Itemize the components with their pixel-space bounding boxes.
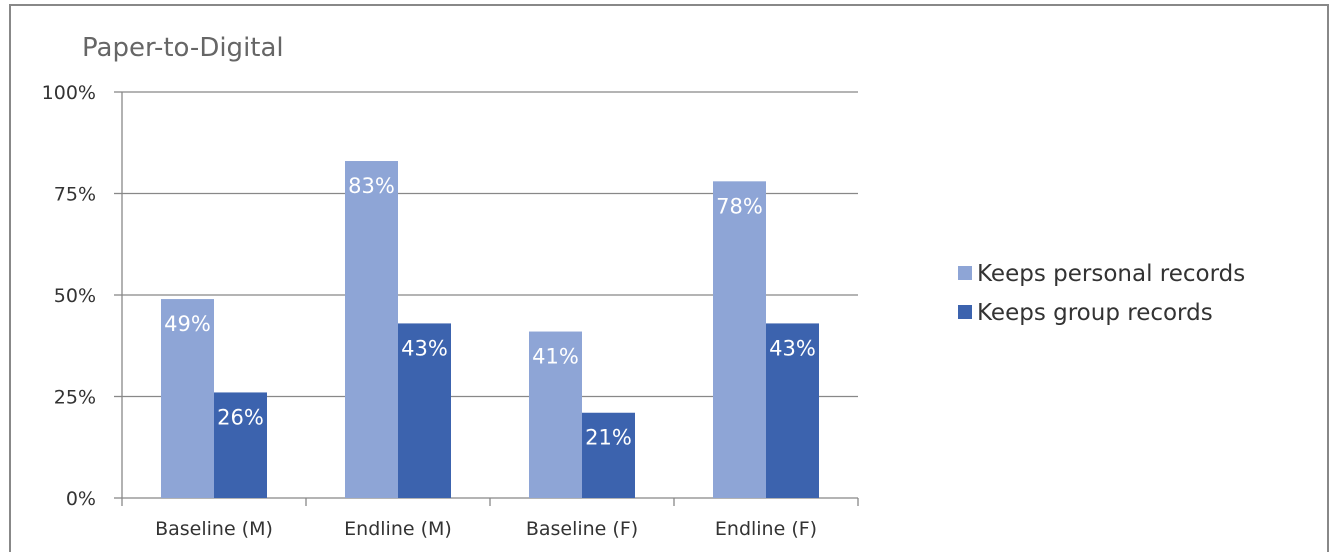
axes: 0% 25% 50% 75% 100% Baseline (M) Endline (M) Ba…	[42, 82, 859, 540]
bar-value-label: 49%	[164, 312, 211, 336]
bar	[214, 392, 267, 498]
bar	[766, 323, 819, 498]
chart-frame	[9, 4, 1329, 552]
bar	[398, 323, 451, 498]
bar-value-label: 78%	[716, 194, 763, 218]
bar-value-label: 21%	[585, 426, 632, 450]
bar	[582, 412, 635, 498]
bar-value-label: 43%	[769, 336, 816, 360]
bar-value-label: 83%	[348, 174, 395, 198]
chart-title: Paper-to-Digital	[82, 33, 284, 63]
bar-value-label: 41%	[532, 345, 579, 369]
legend-label: Keeps group records	[977, 300, 1213, 326]
y-tick-label: 25%	[54, 387, 96, 409]
bar-value-label: 43%	[401, 336, 448, 360]
x-tick-label: Baseline (M)	[155, 518, 273, 540]
legend: Keeps personal records Keeps group record…	[958, 261, 1245, 326]
x-tick-label: Baseline (F)	[526, 518, 638, 540]
bar	[161, 299, 214, 498]
x-tick-label: Endline (F)	[715, 518, 817, 540]
bar-value-label: 26%	[217, 405, 264, 429]
y-tick-label: 100%	[42, 82, 96, 104]
y-tick-label: 75%	[54, 184, 96, 206]
x-tick-label: Endline (M)	[344, 518, 452, 540]
y-tick-label: 50%	[54, 285, 96, 307]
y-tick-label: 0%	[66, 488, 96, 510]
bar	[713, 181, 766, 498]
legend-swatch	[958, 266, 972, 280]
bar	[345, 161, 398, 498]
data-labels: 49% 83% 41% 78% 26% 43% 21% 43%	[164, 174, 816, 450]
bars	[161, 161, 819, 498]
legend-label: Keeps personal records	[977, 261, 1245, 287]
bar	[529, 331, 582, 498]
legend-swatch	[958, 305, 972, 319]
